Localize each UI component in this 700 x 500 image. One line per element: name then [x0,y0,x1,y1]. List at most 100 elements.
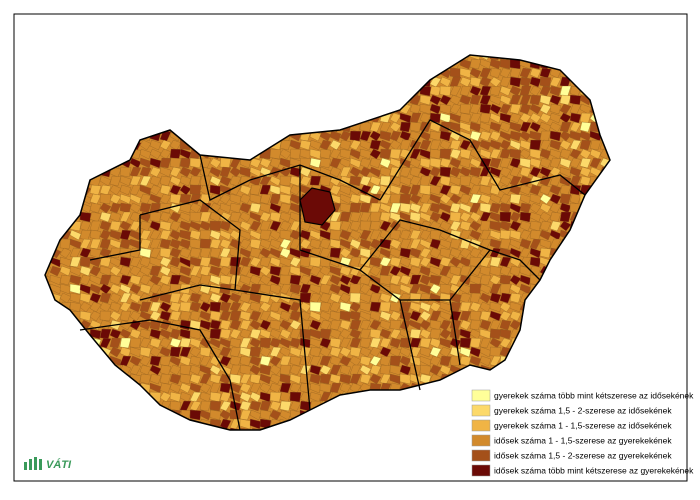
municipality [509,112,522,124]
municipality [189,220,202,232]
municipality [499,238,512,250]
municipality [359,292,372,304]
municipality [519,184,532,196]
municipality [449,238,462,250]
municipality [409,211,422,223]
municipality [549,130,562,142]
municipality [319,175,332,187]
municipality [239,247,252,259]
logo-bar [24,462,27,470]
municipality [329,184,342,196]
municipality [99,274,112,286]
municipality [409,121,422,133]
municipality [89,274,102,286]
municipality [169,166,182,178]
municipality [329,220,342,232]
logo: VÁTI [24,457,72,471]
municipality [499,112,512,124]
municipality [559,166,572,178]
municipality [189,211,202,223]
municipality [449,184,462,196]
municipality [299,265,312,277]
municipality [499,211,512,223]
municipality [49,265,62,277]
municipality [339,229,352,241]
municipality [459,157,472,169]
municipality [519,130,532,142]
municipality [529,112,542,124]
municipality [519,166,532,178]
municipality [279,184,292,196]
municipality [449,256,462,268]
municipality [459,112,472,124]
municipality [389,274,402,286]
municipality [339,184,352,196]
municipality [369,265,382,277]
municipality [489,103,502,115]
municipality [559,94,572,106]
municipality [259,157,272,169]
legend-label: gyerekek száma több mint kétszerese az i… [494,390,694,400]
municipality [439,202,452,214]
municipality [129,292,142,304]
municipality [179,364,192,376]
municipality [239,193,252,205]
municipality [349,148,362,160]
municipality [279,274,292,286]
municipality [549,112,562,124]
municipality [279,193,292,205]
municipality [229,409,242,421]
municipality [389,211,402,223]
municipality [149,211,162,223]
municipality [289,391,302,403]
municipality [59,274,72,286]
municipality [149,157,162,169]
municipality [559,193,572,205]
municipality [389,247,402,259]
municipality [279,229,292,241]
municipality [359,238,372,250]
municipality [449,121,462,133]
municipality [449,175,462,187]
municipality [419,139,432,151]
municipality [519,157,532,169]
legend-swatch [471,389,491,402]
municipality [569,121,582,133]
municipality [399,274,412,286]
municipality [469,58,482,70]
municipality [419,148,432,160]
municipality [249,220,262,232]
logo-bar [39,459,42,470]
municipality [539,220,552,232]
municipality [309,283,322,295]
municipality [489,220,502,232]
municipality [459,67,472,79]
municipality [259,193,272,205]
municipality [429,265,442,277]
municipality [199,229,212,241]
legend-label: gyerekek száma 1,5 - 2-szerese az idősek… [494,405,672,415]
municipality [219,184,232,196]
municipality [69,292,82,304]
municipality [549,238,562,250]
municipality [509,265,522,277]
municipality [69,274,82,286]
municipality [119,193,132,205]
municipality [479,67,492,79]
municipality [169,157,182,169]
municipality [539,247,552,259]
municipality [419,274,432,286]
municipality [339,220,352,232]
municipality [309,130,322,142]
municipality [129,274,142,286]
municipality [459,283,472,295]
municipality [519,103,532,115]
legend-swatch [471,404,491,417]
municipality [409,247,422,259]
municipality [399,166,412,178]
municipality [529,157,542,169]
municipality [409,184,422,196]
municipality [469,310,482,322]
municipality [489,229,502,241]
municipality [449,211,462,223]
